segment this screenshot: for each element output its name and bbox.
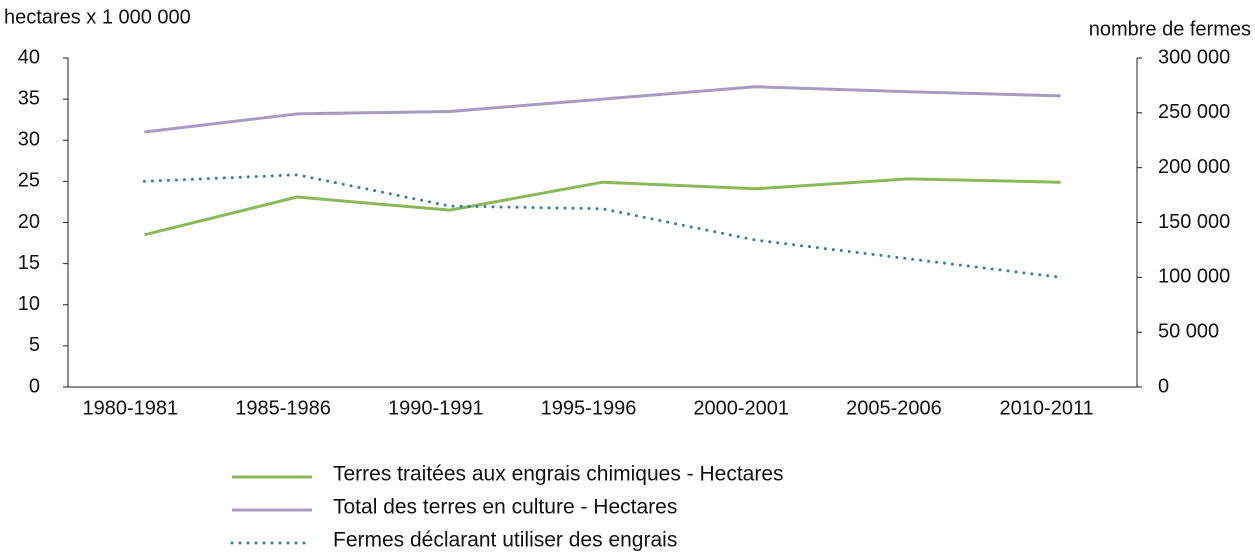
- y2-axis-title: nombre de fermes: [1089, 18, 1251, 40]
- y-tick-label: 15: [18, 252, 40, 274]
- y-tick-label: 30: [18, 129, 40, 151]
- x-tick-label: 1980-1981: [83, 397, 179, 419]
- x-tick-label: 2005-2006: [846, 397, 942, 419]
- y-tick-label: 25: [18, 170, 40, 192]
- y2-tick-label: 100 000: [1158, 266, 1230, 288]
- y2-tick-label: 150 000: [1158, 211, 1230, 233]
- y-tick-label: 40: [18, 46, 40, 68]
- y-tick-label: 35: [18, 87, 40, 109]
- series-line: [143, 177, 1061, 237]
- legend-label: Terres traitées aux engrais chimiques - …: [333, 463, 784, 486]
- y2-tick-label: 300 000: [1158, 46, 1230, 68]
- x-tick-label: 2010-2011: [1000, 397, 1094, 419]
- x-tick-label: 1985-1986: [235, 397, 331, 419]
- legend-label: Total des terres en culture - Hectares: [333, 496, 677, 519]
- series-line: [142, 173, 1063, 279]
- y-tick-label: 0: [29, 375, 40, 397]
- x-tick-label: 1995-1996: [541, 397, 637, 419]
- y2-tick-label: 50 000: [1158, 320, 1219, 342]
- x-tick-label: 1990-1991: [388, 397, 484, 419]
- y-tick-label: 20: [18, 211, 40, 233]
- y-tick-label: 5: [29, 334, 40, 356]
- legend-label: Fermes déclarant utiliser des engrais: [333, 529, 677, 552]
- y2-tick-label: 0: [1158, 375, 1169, 397]
- y-tick-label: 10: [18, 293, 40, 315]
- y2-tick-label: 200 000: [1158, 156, 1230, 178]
- series-line: [144, 85, 1061, 134]
- y2-tick-label: 250 000: [1158, 101, 1230, 123]
- y-axis-title: hectares x 1 000 000: [4, 6, 191, 28]
- x-tick-label: 2000-2001: [693, 397, 789, 419]
